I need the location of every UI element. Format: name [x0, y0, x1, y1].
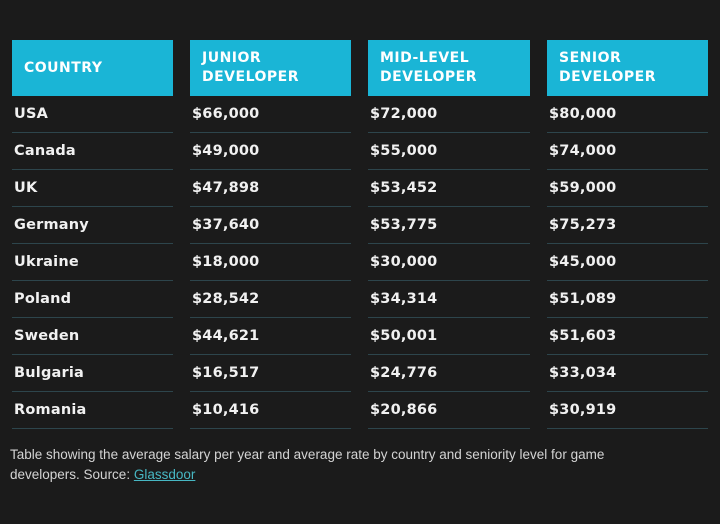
senior-salary-cell: $51,089: [547, 281, 708, 318]
junior-salary-cell: $18,000: [190, 244, 351, 281]
mid-salary-cell: $55,000: [368, 133, 530, 170]
glassdoor-link[interactable]: Glassdoor: [133, 467, 196, 482]
senior-salary-cell: $45,000: [547, 244, 708, 281]
country-cell: Canada: [12, 133, 173, 170]
column-header-country: COUNTRY: [12, 40, 173, 96]
country-cell: Ukraine: [12, 244, 173, 281]
country-cell: UK: [12, 170, 173, 207]
mid-salary-cell: $53,452: [368, 170, 530, 207]
table-row: Canada $49,000 $55,000 $74,000: [12, 133, 720, 170]
junior-salary-cell: $44,621: [190, 318, 351, 355]
country-cell: Sweden: [12, 318, 173, 355]
table-row: Romania $10,416 $20,866 $30,919: [12, 392, 720, 429]
mid-salary-cell: $53,775: [368, 207, 530, 244]
salary-table-graphic: COUNTRY JUNIOR DEVELOPER MID-LEVEL DEVEL…: [10, 0, 720, 485]
senior-salary-cell: $75,273: [547, 207, 708, 244]
mid-salary-cell: $30,000: [368, 244, 530, 281]
table-row: Ukraine $18,000 $30,000 $45,000: [12, 244, 720, 281]
junior-salary-cell: $47,898: [190, 170, 351, 207]
senior-salary-cell: $30,919: [547, 392, 708, 429]
junior-salary-cell: $16,517: [190, 355, 351, 392]
junior-salary-cell: $66,000: [190, 96, 351, 133]
country-cell: Germany: [12, 207, 173, 244]
junior-salary-cell: $10,416: [190, 392, 351, 429]
senior-salary-cell: $80,000: [547, 96, 708, 133]
column-header-senior-developer: SENIOR DEVELOPER: [547, 40, 708, 96]
mid-salary-cell: $34,314: [368, 281, 530, 318]
senior-salary-cell: $51,603: [547, 318, 708, 355]
table-row: Bulgaria $16,517 $24,776 $33,034: [12, 355, 720, 392]
table-header-row: COUNTRY JUNIOR DEVELOPER MID-LEVEL DEVEL…: [12, 0, 720, 96]
country-cell: Bulgaria: [12, 355, 173, 392]
senior-salary-cell: $74,000: [547, 133, 708, 170]
junior-salary-cell: $37,640: [190, 207, 351, 244]
table-caption: Table showing the average salary per yea…: [10, 445, 630, 485]
senior-salary-cell: $33,034: [547, 355, 708, 392]
junior-salary-cell: $49,000: [190, 133, 351, 170]
table-row: UK $47,898 $53,452 $59,000: [12, 170, 720, 207]
country-cell: USA: [12, 96, 173, 133]
mid-salary-cell: $50,001: [368, 318, 530, 355]
table-row: Germany $37,640 $53,775 $75,273: [12, 207, 720, 244]
junior-salary-cell: $28,542: [190, 281, 351, 318]
mid-salary-cell: $20,866: [368, 392, 530, 429]
column-header-mid-level-developer: MID-LEVEL DEVELOPER: [368, 40, 530, 96]
table-row: Poland $28,542 $34,314 $51,089: [12, 281, 720, 318]
table-row: USA $66,000 $72,000 $80,000: [12, 96, 720, 133]
mid-salary-cell: $24,776: [368, 355, 530, 392]
country-cell: Romania: [12, 392, 173, 429]
column-header-junior-developer: JUNIOR DEVELOPER: [190, 40, 351, 96]
senior-salary-cell: $59,000: [547, 170, 708, 207]
mid-salary-cell: $72,000: [368, 96, 530, 133]
caption-text: Table showing the average salary per yea…: [10, 447, 605, 482]
country-cell: Poland: [12, 281, 173, 318]
table-row: Sweden $44,621 $50,001 $51,603: [12, 318, 720, 355]
